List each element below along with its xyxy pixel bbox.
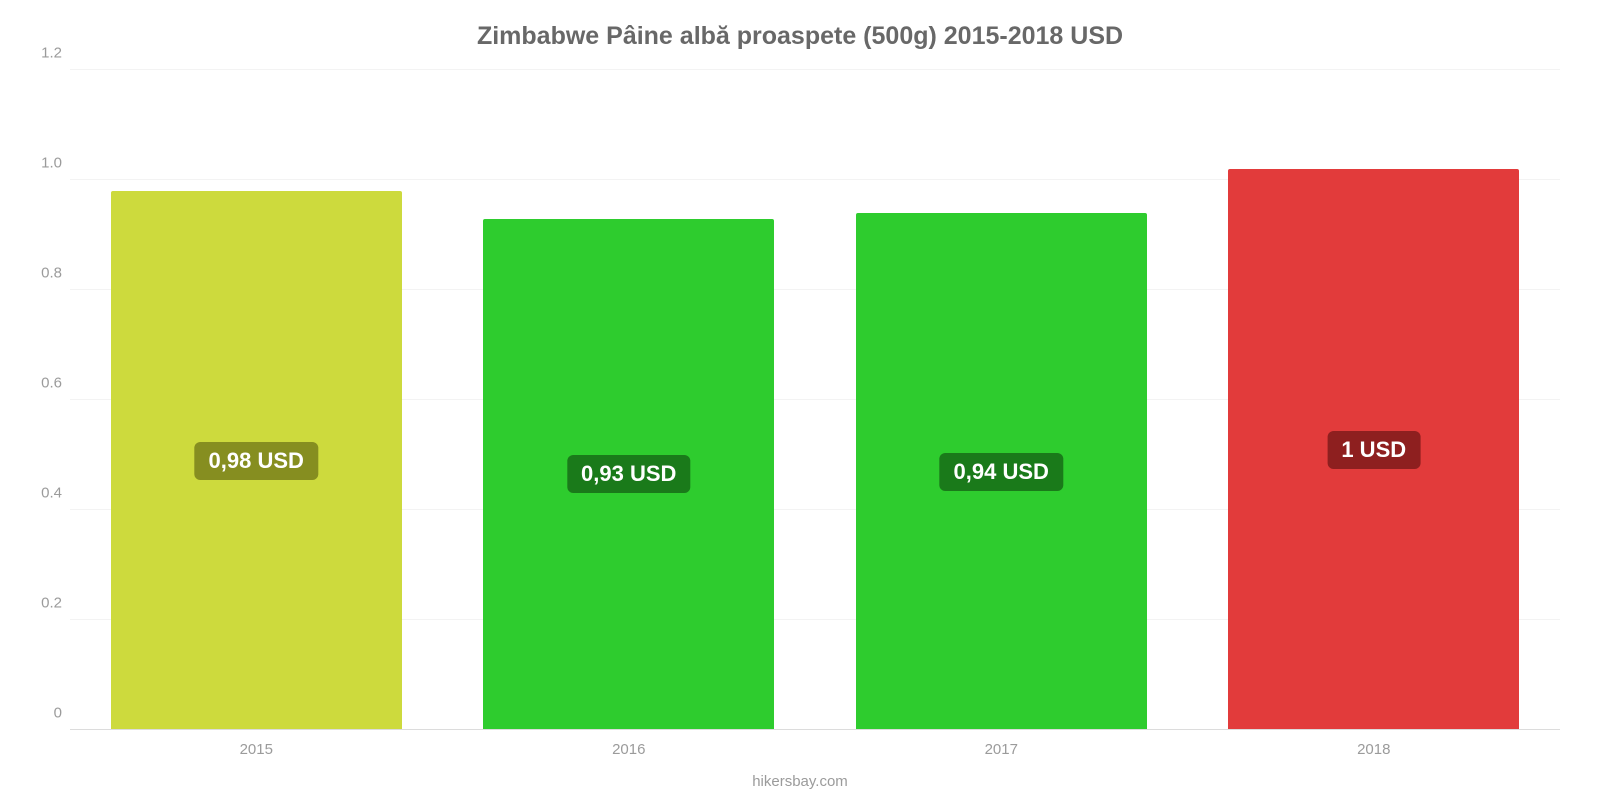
bar: 1 USD (1228, 169, 1519, 730)
y-tick-label: 1.2 (20, 45, 62, 62)
x-axis-line (70, 729, 1560, 730)
chart-title: Zimbabwe Pâine albă proaspete (500g) 201… (0, 0, 1600, 51)
bars-container: 0,98 USD 0,93 USD 0,94 USD 1 USD (70, 70, 1560, 730)
x-tick-label: 2017 (985, 741, 1018, 758)
x-tick-label: 2018 (1357, 741, 1390, 758)
bar-value-label: 0,98 USD (195, 442, 318, 480)
y-tick-label: 0.2 (20, 595, 62, 612)
attribution-text: hikersbay.com (752, 773, 848, 790)
y-tick-label: 0.8 (20, 265, 62, 282)
bar: 0,94 USD (856, 213, 1147, 730)
bar-value-label: 0,94 USD (940, 453, 1063, 491)
y-tick-label: 1.0 (20, 155, 62, 172)
y-tick-label: 0.4 (20, 485, 62, 502)
y-tick-label: 0 (20, 705, 62, 722)
bar-value-label: 1 USD (1327, 431, 1420, 469)
x-tick-label: 2016 (612, 741, 645, 758)
bar: 0,93 USD (483, 219, 774, 731)
bar-value-label: 0,93 USD (567, 455, 690, 493)
plot-area: 0,98 USD0,93 USD0,94 USD1 USD 2015201620… (70, 70, 1560, 730)
bar-chart: Zimbabwe Pâine albă proaspete (500g) 201… (0, 0, 1600, 800)
x-tick-label: 2015 (240, 741, 273, 758)
bar: 0,98 USD (111, 191, 402, 730)
y-tick-label: 0.6 (20, 375, 62, 392)
